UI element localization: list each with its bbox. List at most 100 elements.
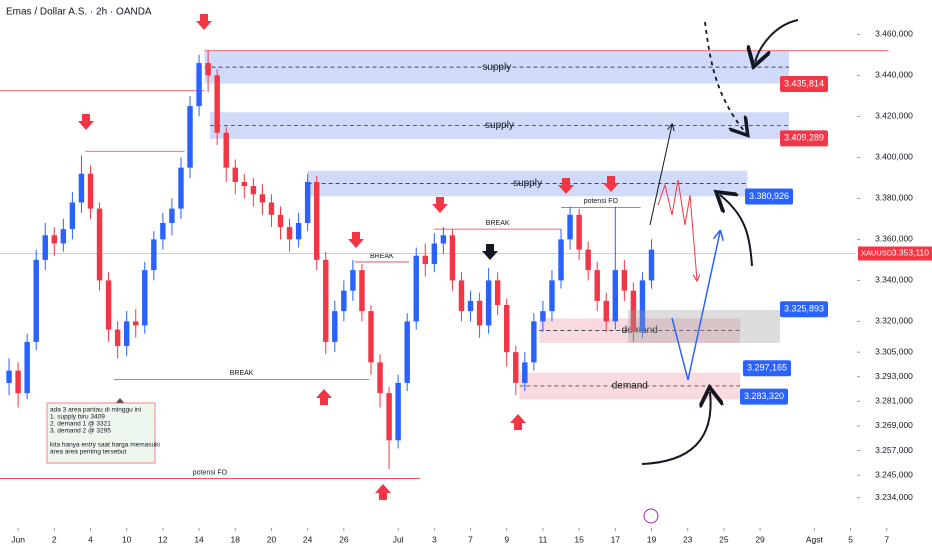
candle-body: [458, 280, 465, 312]
candle-body: [485, 280, 492, 326]
x-tick-label: 17: [611, 534, 621, 544]
annotations: [46, 14, 799, 524]
x-tick-label: 4: [88, 534, 93, 544]
x-tick-label: 15: [574, 534, 584, 544]
candle-body: [395, 382, 401, 441]
candle-body: [603, 300, 609, 322]
candle-body: [413, 255, 419, 322]
x-tick-label: 18: [231, 534, 241, 544]
chart-title: Emas / Dollar A.S. · 2h · OANDA: [6, 7, 152, 18]
candle-body: [295, 222, 302, 240]
x-tick-label: 29: [755, 534, 765, 544]
level-label: BREAK: [230, 370, 254, 377]
candle-body: [522, 362, 528, 383]
last-price: 3.353,110: [892, 248, 929, 258]
candle-body: [630, 290, 637, 332]
y-tick-label: 3.360,000: [875, 234, 913, 244]
y-tick-label: 3.340,000: [875, 275, 913, 285]
y-tick-label: 3.420,000: [875, 111, 913, 121]
candle-body: [277, 214, 284, 228]
candle-body: [494, 280, 501, 305]
zone-label: supply: [513, 178, 542, 189]
y-tick-label: 3.305,000: [875, 346, 913, 356]
zone-label: supply: [482, 62, 511, 73]
level-label: BREAK: [486, 220, 510, 227]
candle-body: [513, 352, 519, 383]
candle-body: [259, 194, 266, 203]
y-tick-label: 3.234,000: [875, 492, 913, 502]
price-tag: [745, 188, 793, 205]
candle-body: [232, 167, 238, 182]
curve-arrow: [755, 19, 799, 62]
candle-body: [531, 321, 537, 363]
x-tick-label: 7: [468, 534, 473, 544]
note-line: kita hanya entry saat harga memasuki: [50, 442, 160, 449]
icon: [643, 508, 659, 524]
y-tick-label: 3.281,000: [875, 396, 913, 406]
price-tag-label: 3.325,893: [784, 304, 824, 314]
x-tick-label: Agst: [806, 534, 824, 544]
y-tick-label: 3.293,000: [875, 371, 913, 381]
candle-body: [160, 222, 166, 240]
y-tick-label: 3.257,000: [875, 445, 913, 455]
x-tick-label: 25: [719, 534, 729, 544]
candle-body: [151, 239, 157, 271]
y-tick-label: 3.269,000: [875, 420, 913, 430]
up-arrows: [316, 389, 526, 500]
candle-body: [6, 370, 12, 383]
candle-body: [250, 186, 257, 195]
candle-body: [449, 235, 456, 281]
candle-body: [332, 311, 338, 342]
candle-body: [223, 132, 229, 168]
candle-body: [87, 173, 94, 209]
zone-label: supply: [485, 120, 514, 131]
note-line: ada 3 area pantau di minggu ini: [50, 407, 141, 414]
note-line: 1. supply biru 3409: [50, 414, 105, 421]
note-box: [46, 402, 156, 464]
candle-body: [594, 270, 600, 301]
y-tick-label: 3.245,000: [875, 469, 913, 479]
candle-body: [286, 227, 293, 240]
price-tag-label: 3.283,320: [744, 391, 784, 401]
candle-body: [612, 270, 619, 322]
levels: BREAK BREAK BREAK potensi FO potensi FO: [0, 50, 889, 479]
candle-body: [214, 75, 220, 133]
candle-body: [313, 181, 320, 260]
x-tick-label: 7: [884, 534, 889, 544]
candle-body: [304, 181, 311, 223]
curve-arrow: [720, 195, 753, 267]
price-axis: 3.460,000 3.440,000 3.420,000 3.400,000 3.38…: [11, 29, 932, 544]
candle-body: [377, 362, 383, 394]
candle-body: [268, 202, 275, 215]
projection-up: [649, 125, 672, 226]
level-label: potensi FO: [584, 198, 619, 205]
down-arrows: [78, 14, 619, 248]
candle-body: [540, 311, 546, 322]
zone: [204, 50, 790, 84]
candle-body: [24, 341, 30, 394]
zone-label: demand: [612, 381, 648, 392]
x-tick-label: 9: [504, 534, 509, 544]
price-tag-label: 3.435,814: [784, 78, 824, 88]
last-price-tag: [858, 246, 932, 261]
candle-body: [386, 393, 392, 441]
candle-body: [196, 63, 202, 107]
x-tick-label: 14: [194, 534, 204, 544]
candle-body: [431, 243, 438, 264]
price-tag-label: 3.380,926: [749, 191, 789, 201]
x-tick-label: 24: [303, 534, 313, 544]
candle-body: [549, 280, 555, 312]
x-tick-label: 20: [267, 534, 277, 544]
price-tag: [780, 301, 828, 318]
y-tick-label: 3.320,000: [875, 316, 913, 326]
note-line: 2. demand 1 @ 3321: [50, 421, 111, 428]
candle-body: [467, 300, 474, 312]
candle-body: [60, 229, 67, 244]
candle-body: [51, 235, 58, 244]
candle-body: [440, 235, 447, 244]
candle-body: [169, 208, 175, 223]
price-tag-label: 3.297,165: [747, 363, 787, 373]
projection-blue: [671, 232, 720, 381]
down-arrow: [482, 244, 498, 260]
